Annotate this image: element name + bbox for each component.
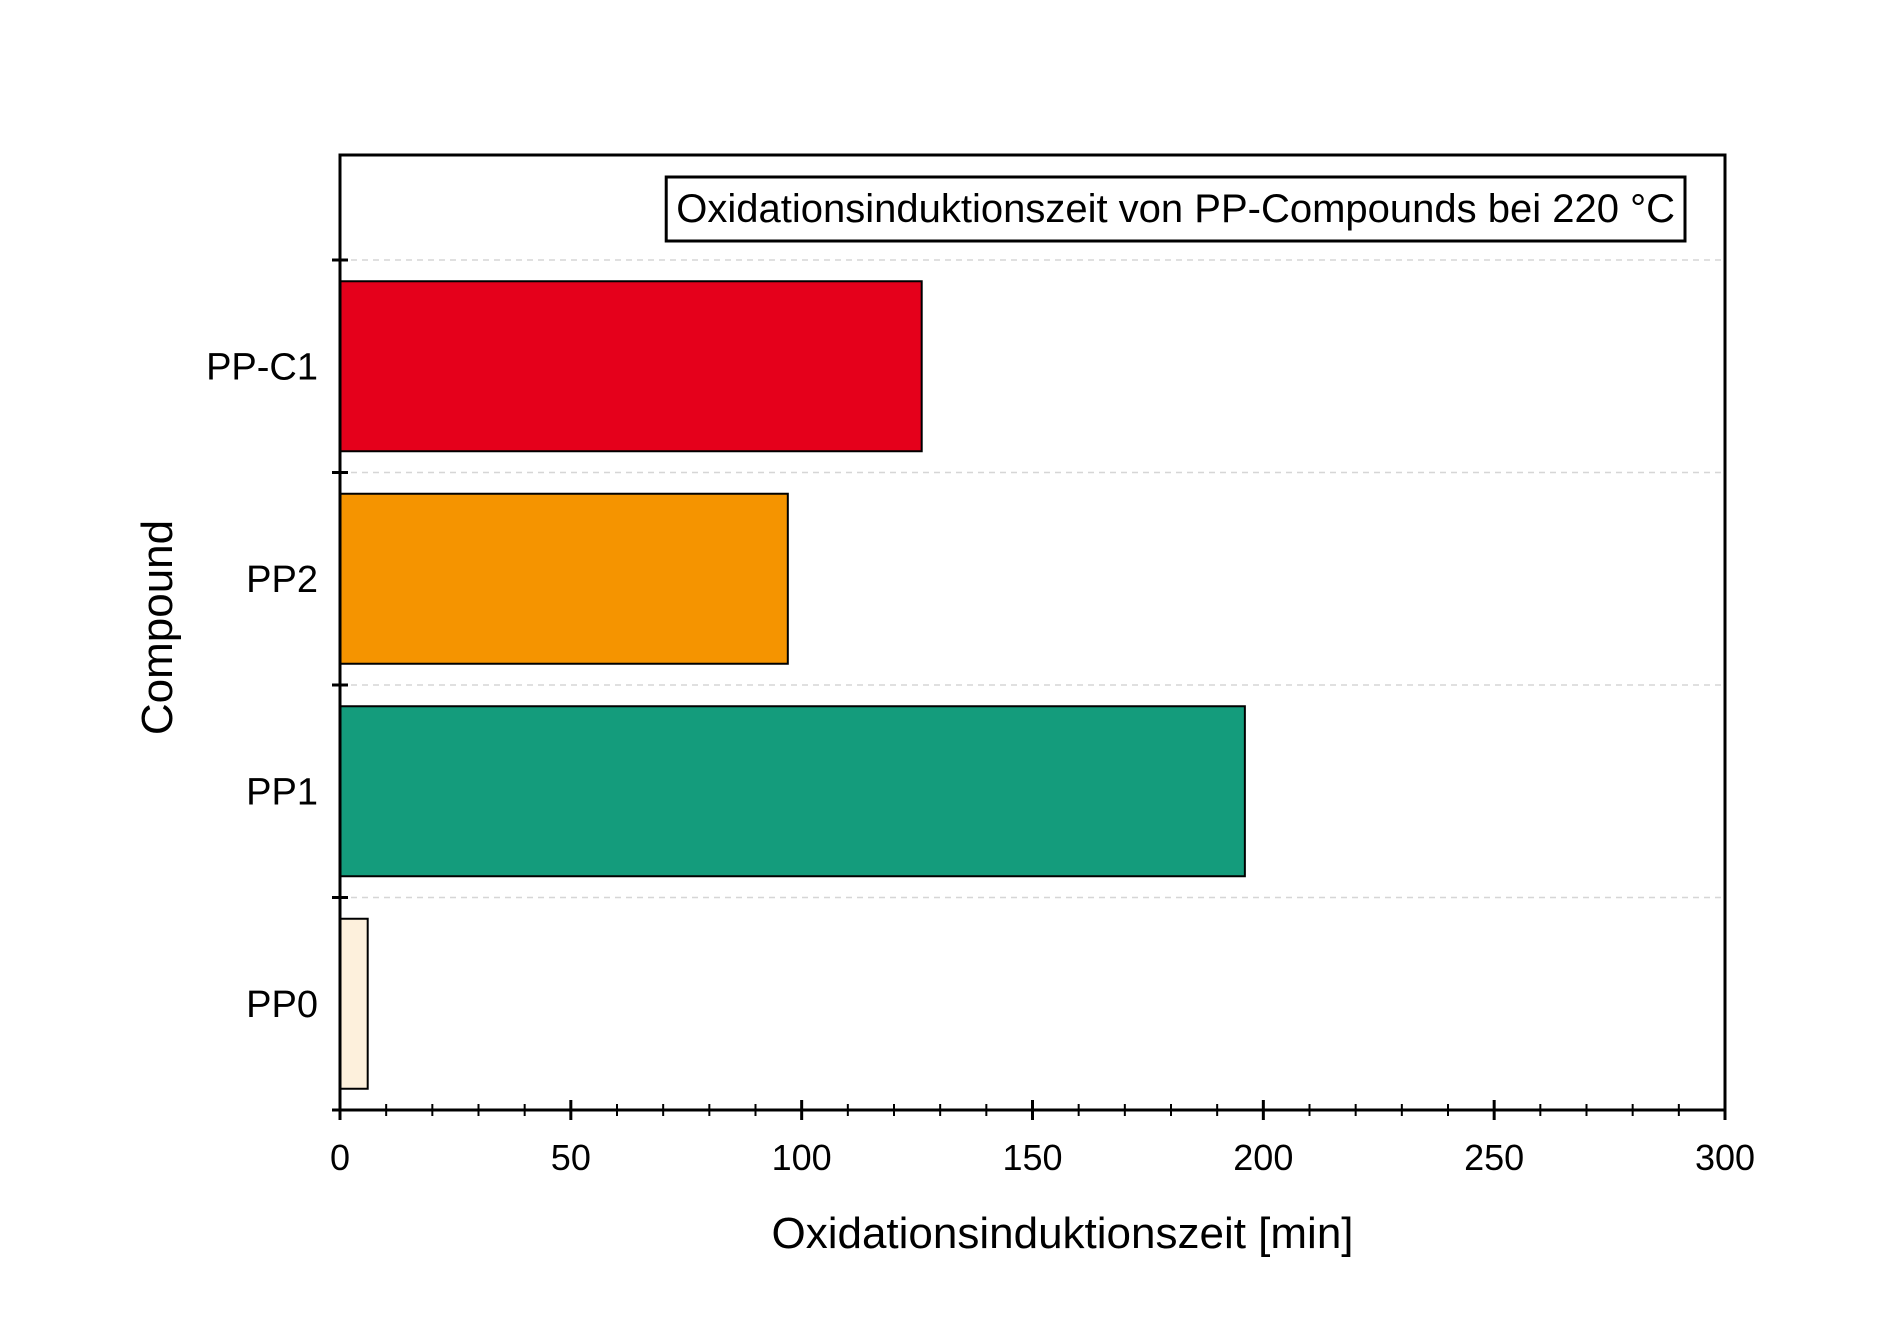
x-tick-label: 150	[1002, 1137, 1062, 1178]
y-tick-label: PP0	[246, 984, 318, 1026]
x-tick-label: 100	[772, 1137, 832, 1178]
x-tick-label: 200	[1233, 1137, 1293, 1178]
axis-ticks: PP0 PP1 PP2 PP-C1 0 50 100 150 200 250 300	[206, 258, 1755, 1178]
x-tick-label: 0	[330, 1137, 350, 1178]
chart-title-frame	[664, 175, 1687, 243]
x-tick-label: 250	[1464, 1137, 1524, 1178]
bar-pp-c1	[339, 280, 923, 453]
chart-title-box: Oxidationsinduktionszeit von PP-Compound…	[664, 175, 1687, 243]
y-tick-label: PP2	[246, 559, 318, 601]
y-tick-label: PP-C1	[206, 346, 318, 388]
y-tick-label: PP1	[246, 771, 318, 813]
x-axis-title: Oxidationsinduktionszeit [min]	[771, 1209, 1353, 1258]
chart-title: Oxidationsinduktionszeit von PP-Compound…	[676, 187, 1675, 231]
bar-pp2	[339, 492, 789, 665]
x-tick-label: 300	[1695, 1137, 1755, 1178]
bar-pp0	[339, 917, 369, 1090]
y-axis-title: Compound	[133, 520, 182, 735]
bars	[339, 280, 1246, 1090]
x-tick-label: 50	[551, 1137, 591, 1178]
bar-pp1	[339, 705, 1246, 878]
